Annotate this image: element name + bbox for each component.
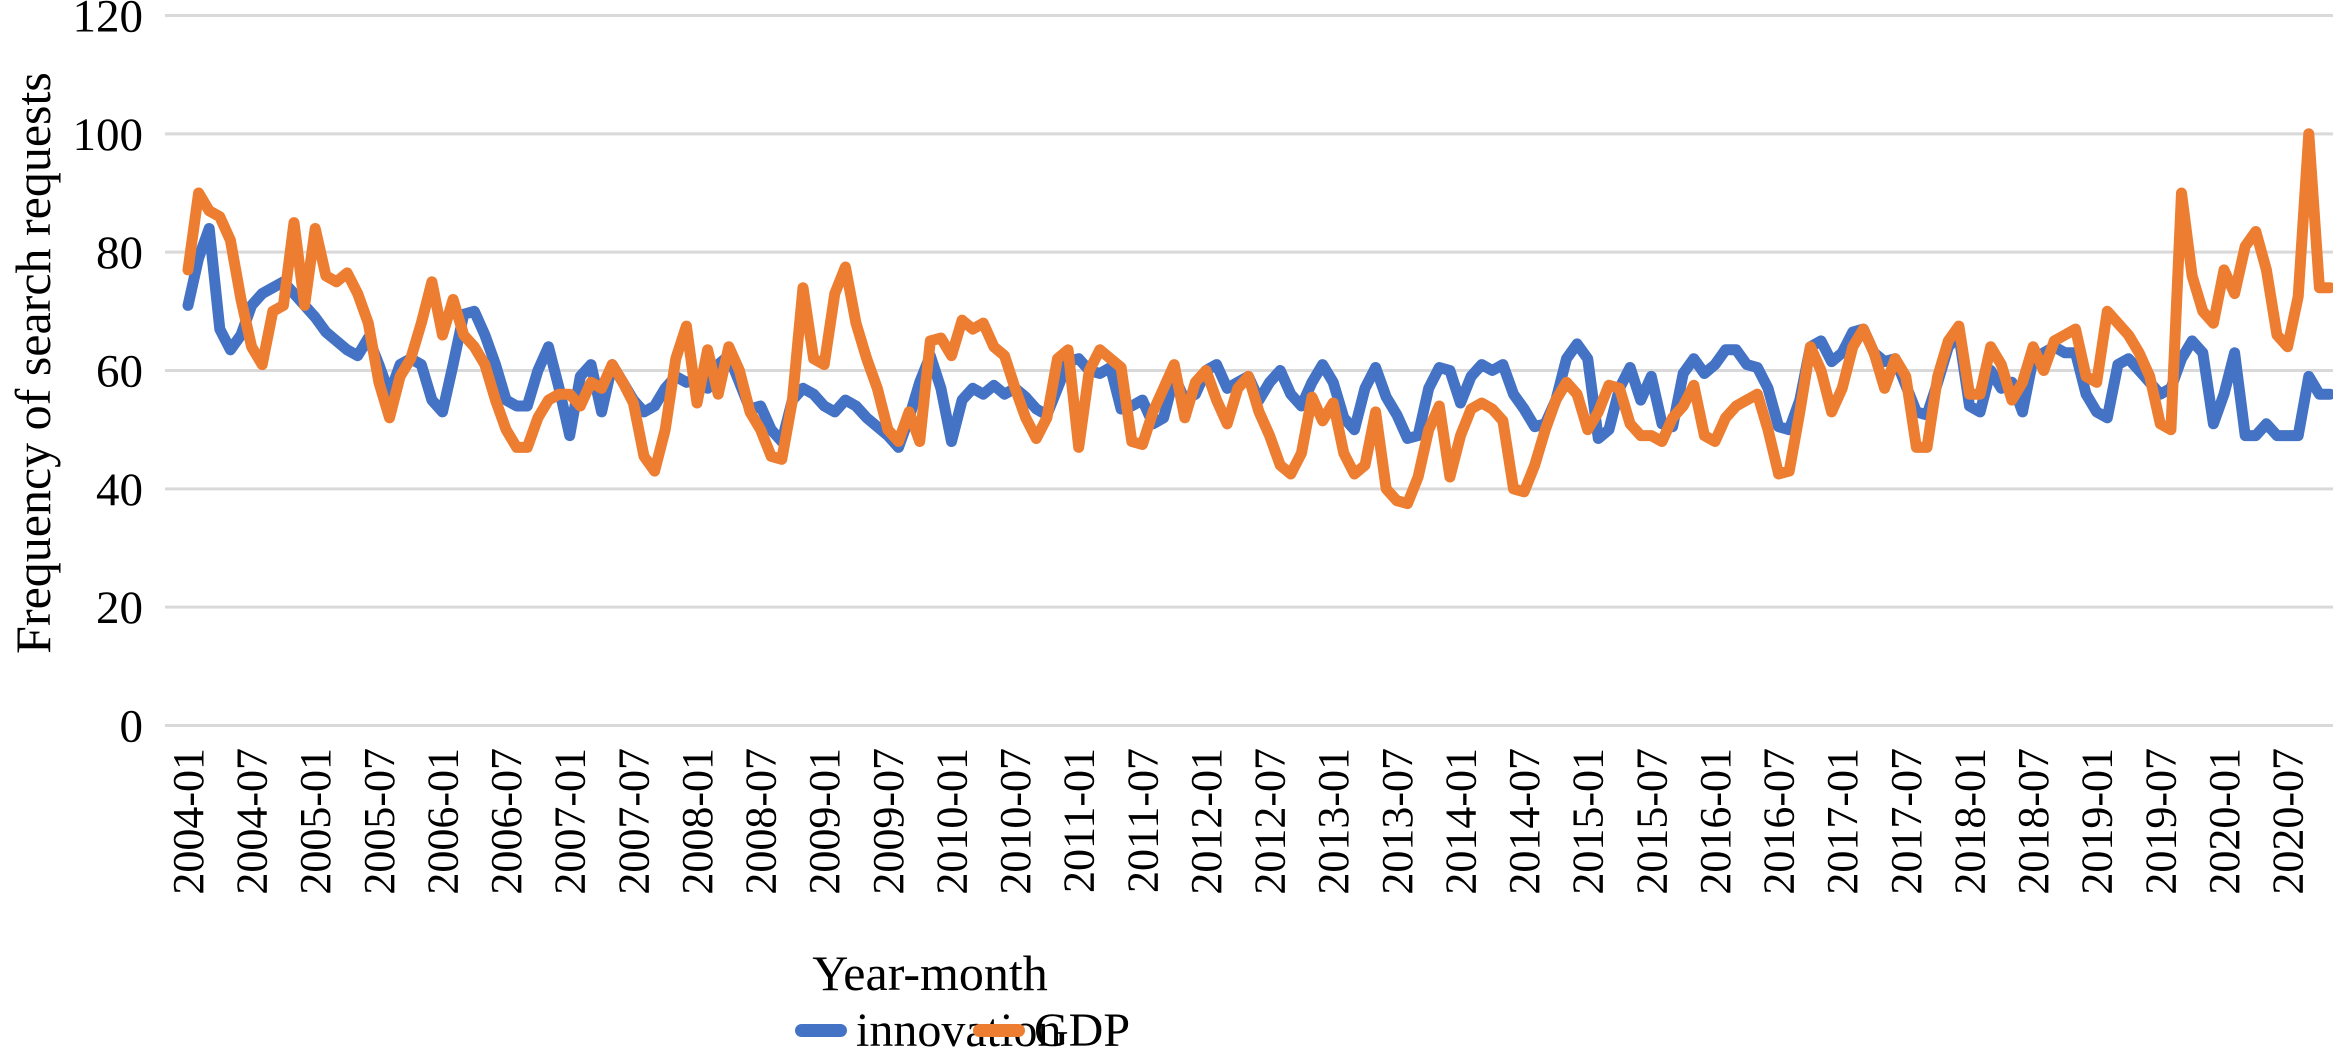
y-tick-label: 0 — [120, 701, 144, 753]
x-tick-label: 2010-01 — [927, 748, 976, 895]
y-tick-label: 80 — [96, 227, 143, 279]
gridlines — [165, 14, 2333, 727]
innovation-legend-swatch — [795, 1024, 847, 1037]
x-tick-label: 2008-07 — [737, 748, 786, 895]
x-tick-label: 2016-01 — [1691, 748, 1740, 895]
x-tick-label: 2012-07 — [1246, 748, 1295, 895]
x-tick-label: 2020-01 — [2200, 748, 2249, 895]
x-tick-label: 2015-01 — [1564, 748, 1613, 895]
innovation-legend-label: innovation — [856, 1004, 1061, 1048]
x-tick-label: 2005-07 — [355, 748, 404, 895]
x-tick-label: 2016-07 — [1755, 748, 1804, 895]
x-tick-label: 2014-07 — [1500, 748, 1549, 895]
x-tick-label: 2005-01 — [291, 748, 340, 895]
y-axis-title: Frequency of search requests — [5, 72, 61, 654]
x-axis-title: Year-month — [812, 945, 1048, 1001]
x-tick-label: 2012-01 — [1182, 748, 1231, 895]
x-tick-label: 2006-01 — [418, 748, 467, 895]
x-tick-label: 2015-07 — [1627, 748, 1676, 895]
x-tick-label: 2011-07 — [1118, 748, 1167, 893]
x-axis-labels: 2004-01 2004-07 2005-01 2005-07 2006-01 2006-… — [164, 748, 2313, 895]
x-tick-label: 2019-07 — [2136, 748, 2185, 895]
y-tick-label: 20 — [96, 582, 143, 634]
y-axis-labels: 0 20 40 60 80 100 120 — [73, 0, 144, 753]
x-tick-label: 2009-01 — [800, 748, 849, 895]
x-tick-label: 2018-07 — [2009, 748, 2058, 895]
y-tick-label: 120 — [73, 0, 144, 43]
gdp-legend-label: GDP — [1034, 1004, 1130, 1048]
x-tick-label: 2017-01 — [1818, 748, 1867, 895]
x-tick-label: 2004-07 — [228, 748, 277, 895]
x-tick-label: 2019-01 — [2073, 748, 2122, 895]
y-tick-label: 40 — [96, 464, 143, 516]
x-tick-label: 2020-07 — [2264, 748, 2313, 895]
gdp-legend-swatch — [973, 1024, 1025, 1037]
x-tick-label: 2007-01 — [546, 748, 595, 895]
x-tick-label: 2010-07 — [991, 748, 1040, 895]
y-tick-label: 100 — [73, 109, 144, 161]
x-tick-label: 2013-07 — [1373, 748, 1422, 895]
series-gdp-line — [182, 128, 2333, 510]
x-tick-label: 2011-01 — [1055, 748, 1104, 893]
plot-series — [182, 128, 2333, 510]
x-tick-label: 2013-01 — [1309, 748, 1358, 895]
x-tick-label: 2018-01 — [1945, 748, 1994, 895]
x-tick-label: 2006-07 — [482, 748, 531, 895]
x-tick-label: 2004-01 — [164, 748, 213, 895]
x-tick-label: 2007-07 — [609, 748, 658, 895]
x-tick-label: 2009-07 — [864, 748, 913, 895]
x-tick-label: 2008-01 — [673, 748, 722, 895]
y-tick-label: 60 — [96, 346, 143, 398]
legend: innovation GDP — [795, 1004, 1130, 1053]
x-tick-label: 2014-01 — [1436, 748, 1485, 895]
x-tick-label: 2017-07 — [1882, 748, 1931, 895]
